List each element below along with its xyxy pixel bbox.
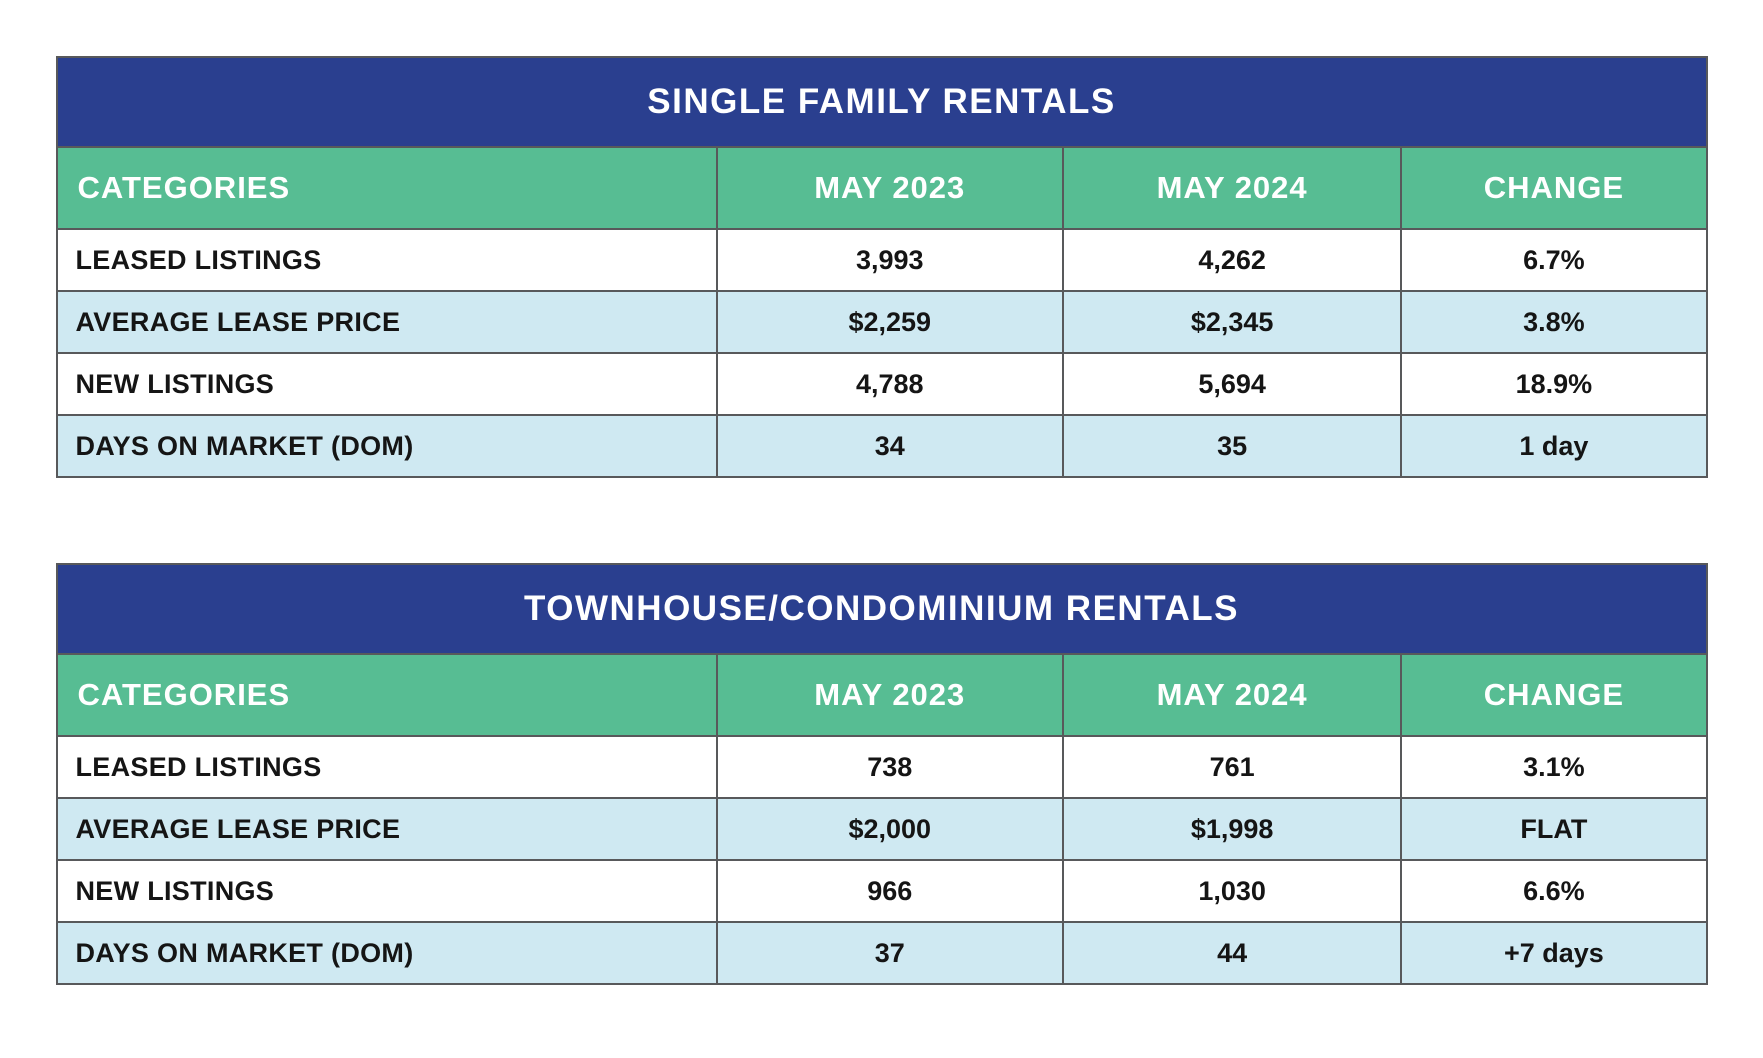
category-cell: DAYS ON MARKET (DOM) bbox=[55, 921, 718, 985]
table-row-days-on-market: DAYS ON MARKET (DOM) 37 44 +7 days bbox=[55, 921, 1708, 985]
column-header-row: CATEGORIES MAY 2023 MAY 2024 CHANGE bbox=[55, 146, 1708, 230]
value-cell-change: 3.1% bbox=[1400, 735, 1708, 799]
table-row-leased-listings: LEASED LISTINGS 738 761 3.1% bbox=[55, 735, 1708, 799]
value-cell-change: +7 days bbox=[1400, 921, 1708, 985]
value-cell-may-2024: 44 bbox=[1061, 921, 1403, 985]
value-cell-change: 3.8% bbox=[1400, 290, 1708, 354]
value-cell-may-2024: $2,345 bbox=[1061, 290, 1403, 354]
value-cell-change: 6.6% bbox=[1400, 859, 1708, 923]
table-row-average-lease-price: AVERAGE LEASE PRICE $2,000 $1,998 FLAT bbox=[55, 797, 1708, 861]
category-cell: LEASED LISTINGS bbox=[55, 735, 718, 799]
value-cell-may-2023: $2,259 bbox=[715, 290, 1064, 354]
column-header-may-2023: MAY 2023 bbox=[715, 653, 1064, 737]
table-row-average-lease-price: AVERAGE LEASE PRICE $2,259 $2,345 3.8% bbox=[55, 290, 1708, 354]
table-title: SINGLE FAMILY RENTALS bbox=[55, 56, 1708, 148]
value-cell-may-2024: 761 bbox=[1061, 735, 1403, 799]
category-cell: NEW LISTINGS bbox=[55, 859, 718, 923]
table-title: TOWNHOUSE/CONDOMINIUM RENTALS bbox=[55, 563, 1708, 655]
value-cell-may-2024: $1,998 bbox=[1061, 797, 1403, 861]
value-cell-may-2023: 738 bbox=[715, 735, 1064, 799]
table-title-row: SINGLE FAMILY RENTALS bbox=[55, 56, 1708, 148]
column-header-categories: CATEGORIES bbox=[55, 653, 718, 737]
value-cell-change: 6.7% bbox=[1400, 228, 1708, 292]
value-cell-may-2023: 4,788 bbox=[715, 352, 1064, 416]
value-cell-change: 1 day bbox=[1400, 414, 1708, 478]
table-title-row: TOWNHOUSE/CONDOMINIUM RENTALS bbox=[55, 563, 1708, 655]
table-row-days-on-market: DAYS ON MARKET (DOM) 34 35 1 day bbox=[55, 414, 1708, 478]
value-cell-change: FLAT bbox=[1400, 797, 1708, 861]
category-cell: NEW LISTINGS bbox=[55, 352, 718, 416]
column-header-may-2024: MAY 2024 bbox=[1061, 146, 1403, 230]
category-cell: AVERAGE LEASE PRICE bbox=[55, 797, 718, 861]
value-cell-may-2024: 1,030 bbox=[1061, 859, 1403, 923]
value-cell-may-2023: 966 bbox=[715, 859, 1064, 923]
table-row-leased-listings: LEASED LISTINGS 3,993 4,262 6.7% bbox=[55, 228, 1708, 292]
category-cell: LEASED LISTINGS bbox=[55, 228, 718, 292]
single-family-rentals-table: SINGLE FAMILY RENTALS CATEGORIES MAY 202… bbox=[55, 56, 1708, 478]
category-cell: AVERAGE LEASE PRICE bbox=[55, 290, 718, 354]
value-cell-may-2023: 34 bbox=[715, 414, 1064, 478]
value-cell-may-2024: 35 bbox=[1061, 414, 1403, 478]
value-cell-may-2023: $2,000 bbox=[715, 797, 1064, 861]
column-header-may-2024: MAY 2024 bbox=[1061, 653, 1403, 737]
column-header-categories: CATEGORIES bbox=[55, 146, 718, 230]
column-header-may-2023: MAY 2023 bbox=[715, 146, 1064, 230]
value-cell-may-2023: 37 bbox=[715, 921, 1064, 985]
column-header-change: CHANGE bbox=[1400, 146, 1708, 230]
table-row-new-listings: NEW LISTINGS 4,788 5,694 18.9% bbox=[55, 352, 1708, 416]
value-cell-change: 18.9% bbox=[1400, 352, 1708, 416]
value-cell-may-2023: 3,993 bbox=[715, 228, 1064, 292]
value-cell-may-2024: 4,262 bbox=[1061, 228, 1403, 292]
value-cell-may-2024: 5,694 bbox=[1061, 352, 1403, 416]
table-row-new-listings: NEW LISTINGS 966 1,030 6.6% bbox=[55, 859, 1708, 923]
column-header-change: CHANGE bbox=[1400, 653, 1708, 737]
townhouse-condominium-rentals-table: TOWNHOUSE/CONDOMINIUM RENTALS CATEGORIES… bbox=[55, 563, 1708, 985]
category-cell: DAYS ON MARKET (DOM) bbox=[55, 414, 718, 478]
column-header-row: CATEGORIES MAY 2023 MAY 2024 CHANGE bbox=[55, 653, 1708, 737]
